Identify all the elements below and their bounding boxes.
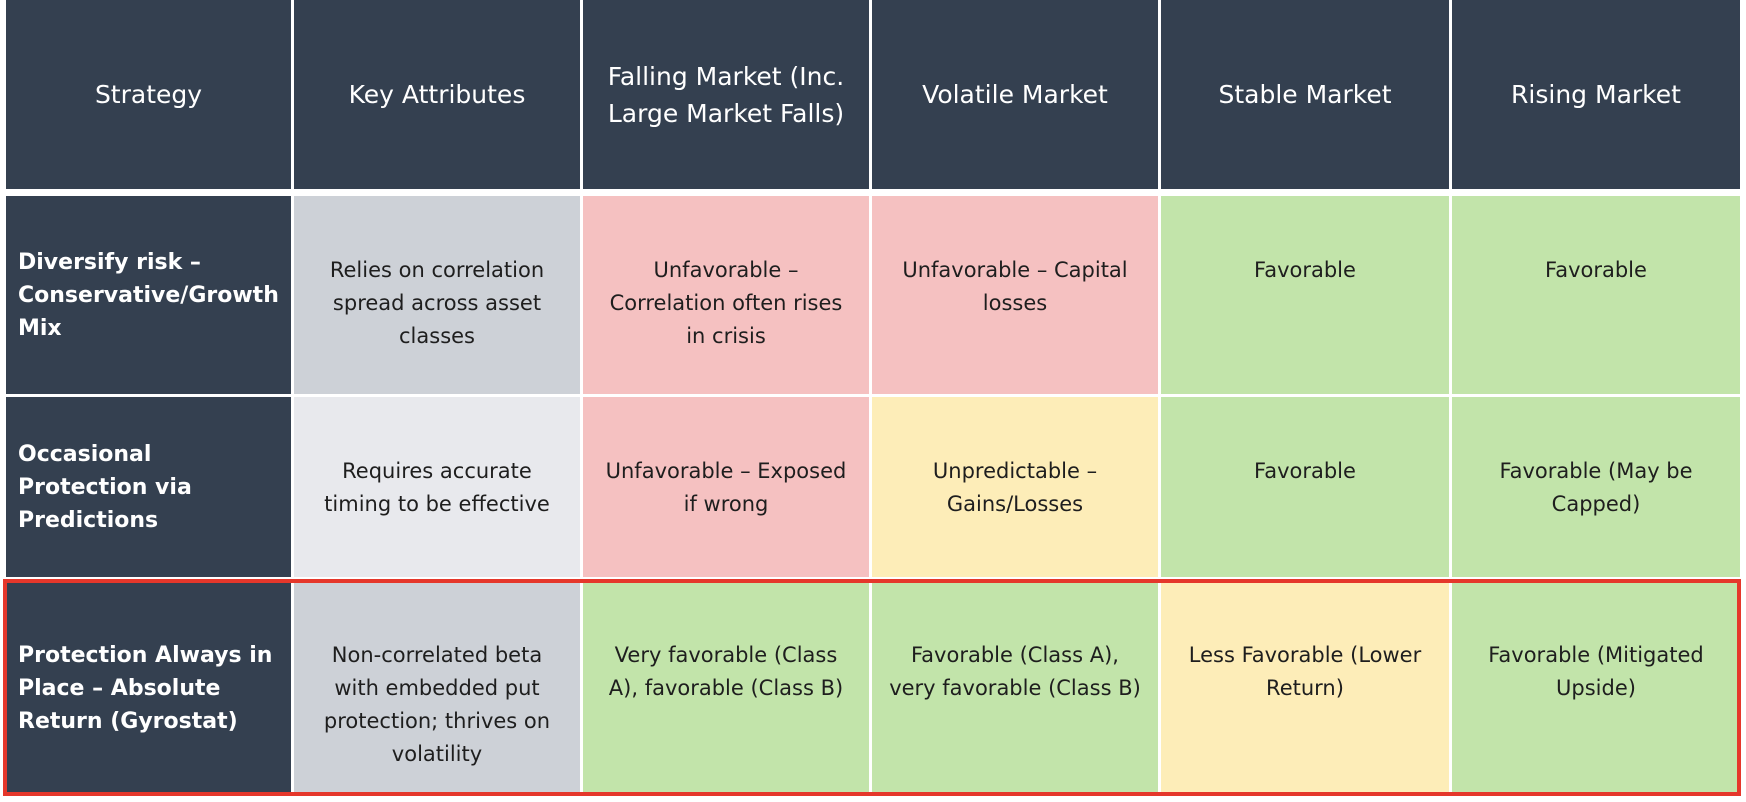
table-cell: Favorable: [1452, 196, 1740, 394]
table-cell: Unfavorable – Correlation often rises in…: [583, 196, 869, 394]
strategy-cell: Occasional Protection via Predictions: [6, 397, 291, 577]
table-cell: Unfavorable – Exposed if wrong: [583, 397, 869, 577]
table-cell: Favorable (Class A), very favorable (Cla…: [872, 581, 1158, 795]
table-cell: Favorable (Mitigated Upside): [1452, 581, 1740, 795]
header-cell: Strategy: [6, 0, 291, 189]
table-cell: Unfavorable – Capital losses: [872, 196, 1158, 394]
header-cell: Falling Market (Inc. Large Market Falls): [583, 0, 869, 189]
table-cell: Favorable: [1161, 196, 1449, 394]
header-cell: Stable Market: [1161, 0, 1449, 189]
highlight-box: [3, 579, 1741, 796]
table-cell: Requires accurate timing to be effective: [294, 397, 580, 577]
table-cell: Favorable (May be Capped): [1452, 397, 1740, 577]
header-cell: Key Attributes: [294, 0, 580, 189]
strategy-cell: Diversify risk – Conservative/Growth Mix: [6, 196, 291, 394]
table-cell: Non-correlated beta with embedded put pr…: [294, 581, 580, 795]
header-cell: Rising Market: [1452, 0, 1740, 189]
table-cell: Less Favorable (Lower Return): [1161, 581, 1449, 795]
strategy-cell: Protection Always in Place – Absolute Re…: [6, 581, 291, 795]
table-cell: Relies on correlation spread across asse…: [294, 196, 580, 394]
header-cell: Volatile Market: [872, 0, 1158, 189]
table-cell: Very favorable (Class A), favorable (Cla…: [583, 581, 869, 795]
table-cell: Favorable: [1161, 397, 1449, 577]
table-cell: Unpredictable – Gains/Losses: [872, 397, 1158, 577]
